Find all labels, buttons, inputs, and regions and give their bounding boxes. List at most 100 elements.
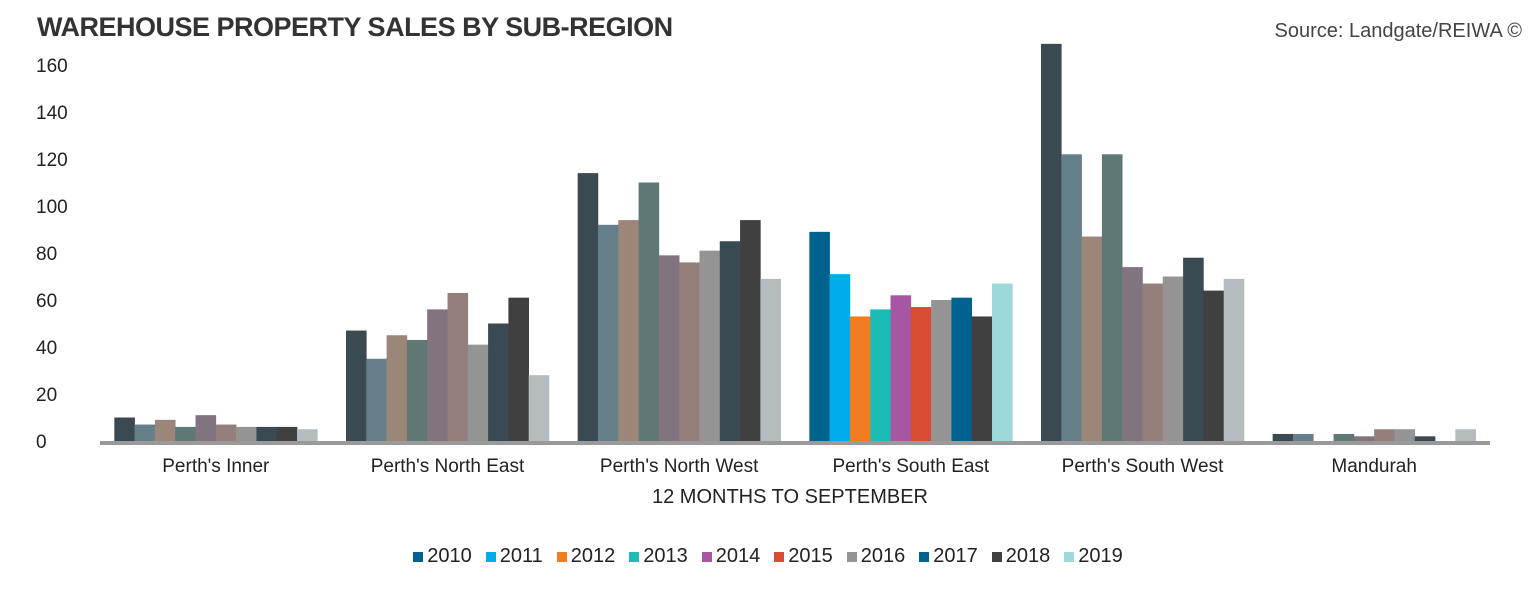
bar-2019 [760, 278, 781, 441]
bar-2011 [366, 358, 387, 441]
legend-label: 2012 [570, 545, 616, 567]
y-tick-label: 140 [36, 103, 68, 124]
bar-2019 [528, 375, 550, 441]
bar-2015 [1374, 429, 1395, 441]
legend-item-2017: 2017 [919, 545, 978, 568]
bar-2012 [386, 335, 408, 441]
legend-label: 2018 [1005, 545, 1051, 567]
bar-2016 [1394, 429, 1416, 441]
bar-2018 [740, 220, 761, 441]
bar-2018 [971, 316, 993, 441]
x-category-label: Perth's South West [1062, 456, 1224, 477]
bar-2019 [297, 429, 318, 441]
bar-2016 [1162, 276, 1184, 441]
bar-2012 [154, 419, 176, 441]
bar-2010 [1041, 43, 1062, 441]
bar-2016 [931, 300, 952, 441]
x-category-label: Perth's South East [832, 456, 989, 477]
x-axis-line [100, 441, 1490, 445]
legend-swatch [774, 551, 785, 562]
y-tick-label: 120 [36, 150, 68, 171]
bar-2014 [658, 255, 680, 441]
legend: 2010 2011 2012 2013 2014 2015 2016 2017 2018 2019 [0, 545, 1536, 568]
bar-2011 [829, 274, 851, 441]
legend-swatch [846, 551, 857, 562]
legend-swatch [1064, 551, 1075, 562]
legend-label: 2019 [1078, 545, 1123, 567]
legend-swatch [556, 551, 567, 562]
bar-2012 [849, 316, 871, 441]
bar-2018 [508, 297, 529, 441]
bar-2017 [951, 297, 973, 441]
bar-2012 [1081, 236, 1103, 441]
legend-swatch [629, 551, 640, 562]
legend-label: 2011 [499, 545, 543, 567]
bar-2015 [910, 307, 932, 441]
bar-2015 [679, 262, 700, 441]
legend-label: 2016 [860, 545, 906, 567]
legend-label: 2013 [643, 545, 688, 567]
bar-2013 [1333, 433, 1355, 441]
bar-2014 [1353, 436, 1375, 441]
bar-2013 [406, 339, 428, 441]
y-tick-label: 80 [36, 244, 57, 265]
legend-label: 2015 [788, 545, 833, 567]
y-tick-label: 40 [36, 338, 57, 359]
bar-2010 [114, 417, 135, 441]
bar-2016 [467, 344, 489, 441]
bar-2017 [1183, 257, 1204, 441]
bar-2016 [236, 426, 257, 441]
legend-item-2019: 2019 [1064, 545, 1123, 568]
x-category-label: Perth's Inner [162, 456, 270, 477]
bar-2013 [175, 426, 196, 441]
legend-item-2014: 2014 [701, 545, 760, 568]
legend-item-2015: 2015 [774, 545, 833, 568]
x-axis-title: 12 MONTHS TO SEPTEMBER [652, 486, 928, 508]
bar-2013 [1101, 154, 1123, 442]
bar-2010 [577, 173, 599, 441]
bar-2017 [719, 241, 741, 441]
legend-swatch [991, 551, 1002, 562]
bar-2017 [256, 426, 278, 441]
legend-label: 2017 [933, 545, 978, 567]
bar-2016 [699, 250, 721, 441]
x-category-label: Perth's North West [600, 456, 759, 477]
legend-label: 2010 [427, 545, 472, 567]
bar-2011 [1061, 154, 1082, 442]
y-tick-label: 60 [36, 291, 57, 312]
bar-2013 [638, 182, 660, 441]
x-category-label: Perth's North East [371, 456, 525, 477]
bar-2010 [1272, 433, 1294, 441]
bar-2014 [427, 309, 448, 441]
bar-2011 [134, 424, 156, 441]
y-tick-label: 0 [36, 432, 47, 453]
bar-2017 [1414, 436, 1436, 441]
y-tick-label: 20 [36, 385, 57, 406]
legend-item-2012: 2012 [556, 545, 616, 568]
y-tick-label: 160 [36, 56, 68, 77]
legend-item-2010: 2010 [413, 545, 472, 568]
bar-2014 [1122, 267, 1143, 441]
bar-2013 [870, 309, 891, 441]
chart-title: WAREHOUSE PROPERTY SALES BY SUB-REGION [37, 12, 673, 42]
legend-item-2018: 2018 [991, 545, 1051, 568]
legend-swatch [413, 551, 424, 562]
bar-2011 [1292, 433, 1314, 441]
legend-item-2013: 2013 [629, 545, 688, 568]
bar-2019 [1223, 278, 1245, 441]
bar-2018 [1203, 290, 1224, 441]
bar-2012 [618, 220, 639, 441]
bar-2015 [447, 292, 469, 441]
y-tick-label: 100 [36, 197, 68, 218]
bar-2011 [597, 224, 619, 441]
bar-2014 [890, 295, 912, 441]
legend-swatch [485, 551, 496, 562]
bar-2015 [215, 424, 237, 441]
bar-2019 [992, 283, 1013, 441]
bar-2018 [276, 426, 298, 441]
bar-2017 [488, 323, 509, 441]
bar-2014 [195, 415, 217, 441]
legend-item-2011: 2011 [485, 545, 543, 568]
bar-2010 [346, 330, 367, 441]
